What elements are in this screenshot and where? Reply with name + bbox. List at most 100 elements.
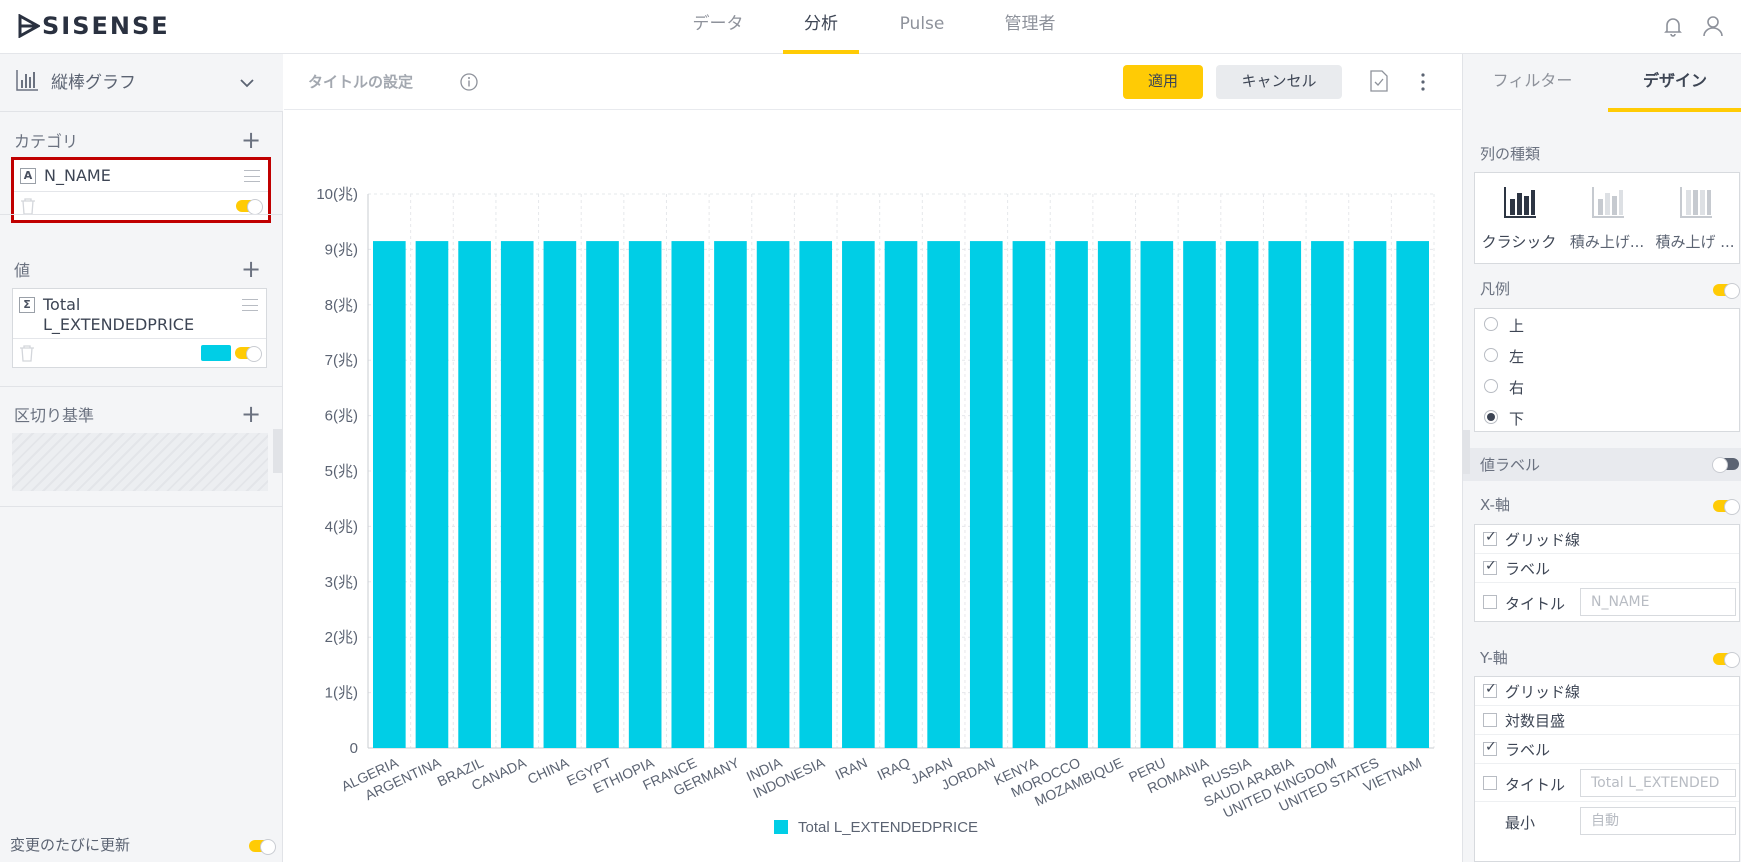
bar [586,241,619,748]
column-type-stacked-100[interactable]: 積み上げ ... [1651,173,1739,265]
xaxis-gridlines-label: グリッド線 [1505,531,1581,549]
value-label: 値 [14,261,31,280]
bell-icon[interactable] [1661,14,1685,38]
drag-handle-icon[interactable] [242,299,258,311]
breakby-label: 区切り基準 [14,406,95,425]
xaxis-gridlines-row[interactable]: グリッド線 [1475,525,1739,554]
column-type-stacked-label: 積み上げ... [1569,233,1645,251]
sum-type-icon: Σ [19,297,35,313]
add-value-button[interactable]: + [240,255,262,283]
left-panel-collapse-handle[interactable] [273,429,283,473]
trash-icon[interactable] [20,197,36,215]
classic-bar-icon [1504,187,1536,218]
logo-text: SISENSE [42,12,170,40]
x-tick-label: CHINA [525,754,572,787]
drag-handle-icon[interactable] [244,170,260,182]
radio-button[interactable] [1484,379,1498,393]
category-field-name[interactable]: N_NAME [44,166,111,185]
widget-title-input[interactable]: タイトルの設定 [308,73,414,91]
nav-analytics[interactable]: 分析 [783,0,859,54]
value-field-row[interactable]: Σ Total L_EXTENDEDPRICE [13,289,266,339]
yaxis-title-input[interactable]: Total L_EXTENDED [1580,769,1736,797]
chevron-down-icon[interactable] [240,78,254,88]
radio-button[interactable] [1484,348,1498,362]
divider [0,386,283,387]
column-type-classic[interactable]: クラシック [1475,173,1563,265]
bar [1183,241,1216,748]
nav-data[interactable]: データ [692,14,744,34]
more-menu-icon[interactable] [1420,72,1426,92]
legend-option-right[interactable]: 右 [1475,371,1739,402]
tab-filter[interactable]: フィルター [1492,71,1573,90]
user-icon[interactable] [1701,14,1725,38]
apply-button[interactable]: 適用 [1123,65,1203,99]
right-panel: フィルター デザイン 列の種類 クラシック 積み上げ... [1462,54,1741,862]
y-tick-label: 7(兆) [325,352,358,369]
breakby-drop-area[interactable] [12,433,268,491]
column-type-stacked[interactable]: 積み上げ... [1563,173,1651,265]
checkbox[interactable] [1483,713,1497,727]
yaxis-title-row: タイトル Total L_EXTENDED [1475,764,1739,802]
chart-type-label: 縦棒グラフ [51,73,136,93]
info-icon[interactable] [460,73,478,91]
right-panel-collapse-handle[interactable] [1462,430,1470,474]
y-tick-label: 4(兆) [325,518,358,535]
category-field-row[interactable]: A N_NAME [14,160,268,192]
trash-icon[interactable] [19,344,35,362]
bar [969,241,1003,748]
checkbox-checked[interactable] [1483,681,1497,698]
bar [1097,241,1131,748]
radio-button[interactable] [1484,317,1498,331]
legend-toggle[interactable] [1713,283,1740,299]
column-type-label: 列の種類 [1480,145,1541,163]
series-color-swatch[interactable] [201,345,231,361]
yaxis-log-scale-label: 対数目盛 [1505,712,1566,730]
xaxis-labels-row[interactable]: ラベル [1475,554,1739,583]
bar [458,241,491,748]
nav-pulse[interactable]: Pulse [899,14,945,34]
add-category-button[interactable]: + [240,126,262,154]
y-tick-label: 8(兆) [325,297,358,314]
checkbox[interactable] [1483,776,1497,790]
checkbox[interactable] [1483,595,1497,609]
category-field-box: A N_NAME [11,157,271,223]
export-icon[interactable] [1369,70,1389,92]
stacked-bar-icon [1592,187,1624,218]
yaxis-labels-label: ラベル [1505,741,1551,759]
value-toggle[interactable] [235,346,262,362]
value-field-name[interactable]: Total L_EXTENDEDPRICE [43,295,195,334]
add-breakby-button[interactable]: + [240,400,262,428]
chart-type-selector[interactable]: 縦棒グラフ [0,54,283,112]
checkbox-checked[interactable] [1483,529,1497,546]
yaxis-labels-row[interactable]: ラベル [1475,735,1739,764]
legend-position-box: 上 左 右 下 [1474,308,1740,432]
column-type-stacked-100-label: 積み上げ ... [1655,233,1735,251]
yaxis-min-input[interactable]: 自動 [1580,807,1736,835]
legend-option-top[interactable]: 上 [1475,309,1739,340]
checkbox-checked[interactable] [1483,739,1497,756]
yaxis-log-scale-row[interactable]: 対数目盛 [1475,706,1739,735]
legend-option-left[interactable]: 左 [1475,340,1739,371]
category-toggle[interactable] [236,199,263,215]
yaxis-gridlines-row[interactable]: グリッド線 [1475,677,1739,706]
xaxis-title-input[interactable]: N_NAME [1580,588,1736,616]
y-tick-label: 2(兆) [325,629,358,646]
bar [1268,241,1302,748]
sisense-logo[interactable]: SISENSE [18,12,170,40]
legend-option-bottom[interactable]: 下 [1475,402,1739,433]
value-label-row: 値ラベル [1463,448,1741,481]
radio-button-selected[interactable] [1484,410,1498,424]
bar [373,241,406,748]
cancel-button[interactable]: キャンセル [1216,65,1342,99]
value-label-toggle[interactable] [1712,457,1739,473]
divider [0,214,283,215]
yaxis-toggle[interactable] [1713,652,1740,668]
legend-label: Total L_EXTENDEDPRICE [798,819,978,836]
checkbox-checked[interactable] [1483,558,1497,575]
update-on-change-toggle[interactable] [249,839,276,855]
bar [415,241,449,748]
divider [0,506,283,507]
xaxis-toggle[interactable] [1713,499,1740,515]
tab-design[interactable]: デザイン [1608,54,1741,112]
nav-admin[interactable]: 管理者 [1004,14,1056,34]
